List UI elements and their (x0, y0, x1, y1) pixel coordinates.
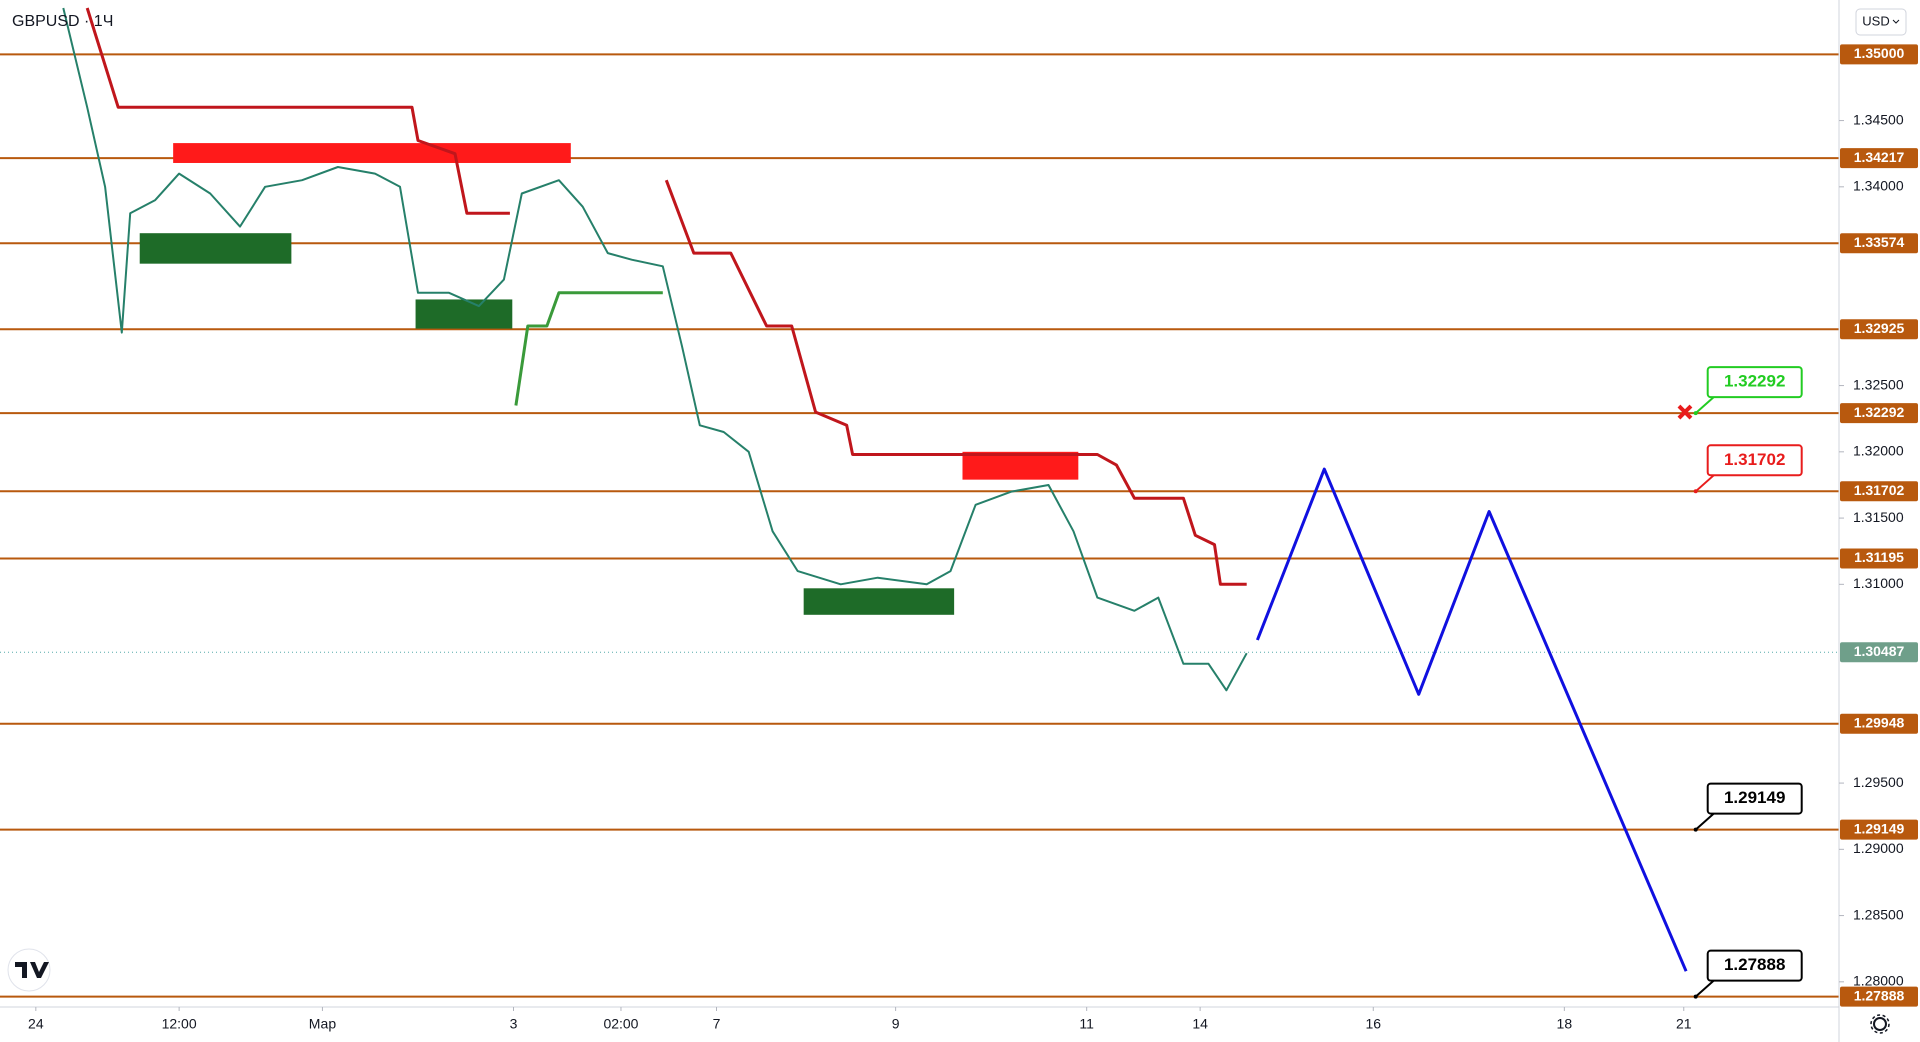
series-line (1256, 467, 1688, 972)
callout-label: 1.31702 (1724, 450, 1785, 469)
y-tick-label: 1.34000 (1853, 178, 1904, 194)
x-tick-label: 11 (1079, 1016, 1094, 1032)
callout-label: 1.27888 (1724, 955, 1785, 974)
level-badge (1840, 148, 1918, 169)
tv-logo (7, 948, 51, 992)
level-label: 1.32292 (1854, 404, 1905, 420)
level-label: 1.29149 (1854, 820, 1905, 836)
y-tick-label: 1.28000 (1853, 973, 1904, 989)
level-label: 1.31702 (1854, 482, 1905, 498)
x-tick-label: Мар (309, 1016, 337, 1032)
level-badge (1840, 819, 1918, 840)
plot (0, 7, 1839, 998)
x-tick-label: 18 (1557, 1016, 1573, 1032)
currency-caret (1892, 19, 1900, 24)
callout-label: 1.29149 (1724, 788, 1785, 807)
level-badge (1840, 713, 1918, 734)
y-tick-label: 1.31000 (1853, 575, 1904, 591)
cross-marker (1677, 404, 1693, 420)
y-tick-label: 1.28500 (1853, 906, 1904, 922)
series-line (514, 291, 663, 406)
y-tick-label: 1.32500 (1853, 376, 1904, 392)
level-label: 1.29948 (1854, 714, 1905, 730)
level-label: 1.31195 (1854, 549, 1904, 565)
level-badge (1840, 481, 1918, 502)
callout-pointer (1695, 396, 1715, 414)
callout-box (1706, 782, 1803, 815)
x-tick-label: 7 (713, 1016, 721, 1032)
x-tick-label: 02:00 (603, 1016, 638, 1032)
level-label: 1.33574 (1854, 234, 1905, 250)
current-price-label: 1.30487 (1854, 643, 1905, 659)
y-tick-label: 1.31500 (1853, 509, 1904, 525)
x-tick-label: 21 (1676, 1016, 1692, 1032)
level-label: 1.27888 (1854, 987, 1905, 1003)
currency-label[interactable]: USD (1862, 13, 1889, 28)
x-tick-label: 3 (510, 1016, 518, 1032)
callout-box (1706, 949, 1803, 982)
callout-box (1706, 444, 1803, 477)
callout-label: 1.32292 (1724, 372, 1785, 391)
zone (173, 143, 571, 163)
level-label: 1.35000 (1854, 45, 1905, 61)
callout-pointer (1695, 474, 1715, 493)
callout-pointer (1695, 979, 1715, 998)
series-line (85, 7, 1247, 586)
y-tick-label: 1.29000 (1853, 840, 1904, 856)
zone (962, 451, 1079, 480)
level-badge (1840, 403, 1918, 424)
x-tick-label: 24 (28, 1016, 44, 1032)
callout-pointer (1695, 812, 1715, 831)
level-badge (1840, 548, 1918, 569)
level-badge (1840, 233, 1918, 254)
y-tick-label: 1.29500 (1853, 774, 1904, 790)
x-tick-label: 9 (892, 1016, 900, 1032)
x-tick-label: 14 (1192, 1016, 1208, 1032)
level-label: 1.34217 (1854, 149, 1905, 165)
zone (415, 299, 513, 329)
callout-box (1706, 366, 1803, 399)
currency-button[interactable] (1855, 8, 1907, 36)
zone (803, 588, 955, 615)
current-price-badge (1840, 642, 1918, 663)
level-badge (1840, 986, 1918, 1007)
level-badge (1840, 319, 1918, 340)
x-tick-label: 12:00 (162, 1016, 197, 1032)
level-badge (1840, 44, 1918, 65)
level-label: 1.32925 (1854, 320, 1905, 336)
zone (139, 233, 292, 264)
series-line (62, 7, 1248, 692)
y-tick-label: 1.34500 (1853, 111, 1904, 127)
symbol-title: GBPUSD · 1Ч (12, 13, 113, 30)
x-tick-label: 16 (1365, 1016, 1381, 1032)
y-tick-label: 1.32000 (1853, 443, 1904, 459)
settings-icon[interactable] (1870, 1014, 1890, 1034)
